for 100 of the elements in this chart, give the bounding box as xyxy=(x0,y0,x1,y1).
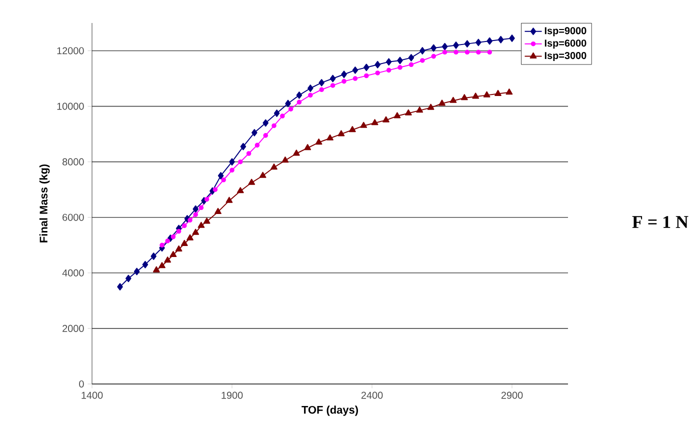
point xyxy=(193,212,198,217)
point xyxy=(341,70,347,78)
point xyxy=(170,234,176,240)
point xyxy=(226,196,233,203)
point xyxy=(218,172,224,180)
point xyxy=(386,68,392,73)
point xyxy=(186,234,194,240)
point xyxy=(230,168,234,173)
point xyxy=(192,228,200,235)
point xyxy=(460,94,468,100)
point xyxy=(204,196,210,202)
point xyxy=(371,119,378,126)
x-tick-label: 1900 xyxy=(222,392,243,399)
point xyxy=(160,242,164,248)
point xyxy=(483,91,490,98)
point xyxy=(494,90,502,96)
point xyxy=(330,83,336,88)
point xyxy=(272,123,276,128)
point xyxy=(476,50,481,55)
point xyxy=(348,126,356,132)
point xyxy=(152,266,160,272)
point xyxy=(203,218,210,224)
y-tick-label: 10000 xyxy=(57,102,84,110)
point xyxy=(454,50,458,55)
x-axis-title: TOF (days) xyxy=(302,406,358,416)
point xyxy=(404,109,412,116)
point xyxy=(360,122,368,128)
point xyxy=(246,151,252,156)
point xyxy=(397,56,403,64)
point xyxy=(176,228,182,234)
point xyxy=(198,222,205,228)
point xyxy=(450,96,457,103)
point xyxy=(182,223,187,228)
point xyxy=(270,164,278,170)
y-tick-label: 6000 xyxy=(62,214,84,221)
point xyxy=(117,283,123,290)
point xyxy=(326,134,334,140)
point xyxy=(126,274,132,282)
point xyxy=(420,47,426,54)
point xyxy=(292,150,300,156)
legend-label: Isp=3000 xyxy=(544,52,586,62)
point xyxy=(487,50,492,55)
point xyxy=(280,114,285,118)
point xyxy=(296,92,302,99)
point xyxy=(198,205,204,210)
point xyxy=(229,158,235,166)
point xyxy=(438,100,446,106)
point xyxy=(352,76,358,81)
point xyxy=(180,240,188,246)
point xyxy=(252,128,258,136)
point xyxy=(170,250,177,258)
y-tick-label: 12000 xyxy=(57,47,84,54)
point xyxy=(263,133,268,138)
point xyxy=(364,64,370,72)
point xyxy=(315,138,322,145)
point xyxy=(476,38,482,46)
point xyxy=(165,238,170,244)
point xyxy=(394,112,401,118)
point xyxy=(308,92,313,98)
point xyxy=(158,262,166,268)
point xyxy=(212,187,218,192)
point xyxy=(382,116,390,122)
point xyxy=(342,78,346,84)
point xyxy=(192,205,198,213)
point xyxy=(506,88,513,95)
point xyxy=(408,54,414,62)
point xyxy=(188,218,192,223)
y-tick-label: 8000 xyxy=(62,158,84,166)
point xyxy=(364,73,369,78)
point xyxy=(248,178,256,185)
y-tick-label: 4000 xyxy=(62,269,84,276)
point xyxy=(296,100,302,105)
legend-label: Isp=9000 xyxy=(544,27,586,36)
point xyxy=(416,106,424,113)
point xyxy=(509,34,515,42)
x-tick-label: 2400 xyxy=(361,392,383,399)
point xyxy=(274,110,280,117)
point xyxy=(221,177,226,182)
point xyxy=(330,74,336,82)
point xyxy=(142,260,148,268)
point xyxy=(236,187,244,194)
point xyxy=(214,208,222,214)
point xyxy=(288,106,294,112)
point xyxy=(408,62,414,68)
point xyxy=(175,245,182,252)
point xyxy=(431,54,436,59)
point xyxy=(240,142,246,150)
point xyxy=(420,58,425,63)
point xyxy=(398,65,402,70)
point xyxy=(150,252,156,260)
point xyxy=(464,40,470,48)
point xyxy=(442,50,448,55)
point xyxy=(430,44,436,52)
point xyxy=(486,37,492,45)
point xyxy=(442,42,448,50)
point xyxy=(427,104,434,110)
point xyxy=(319,87,324,92)
y-axis-title: Final Mass (kg) xyxy=(39,164,50,242)
point xyxy=(134,268,140,276)
point xyxy=(308,84,314,92)
